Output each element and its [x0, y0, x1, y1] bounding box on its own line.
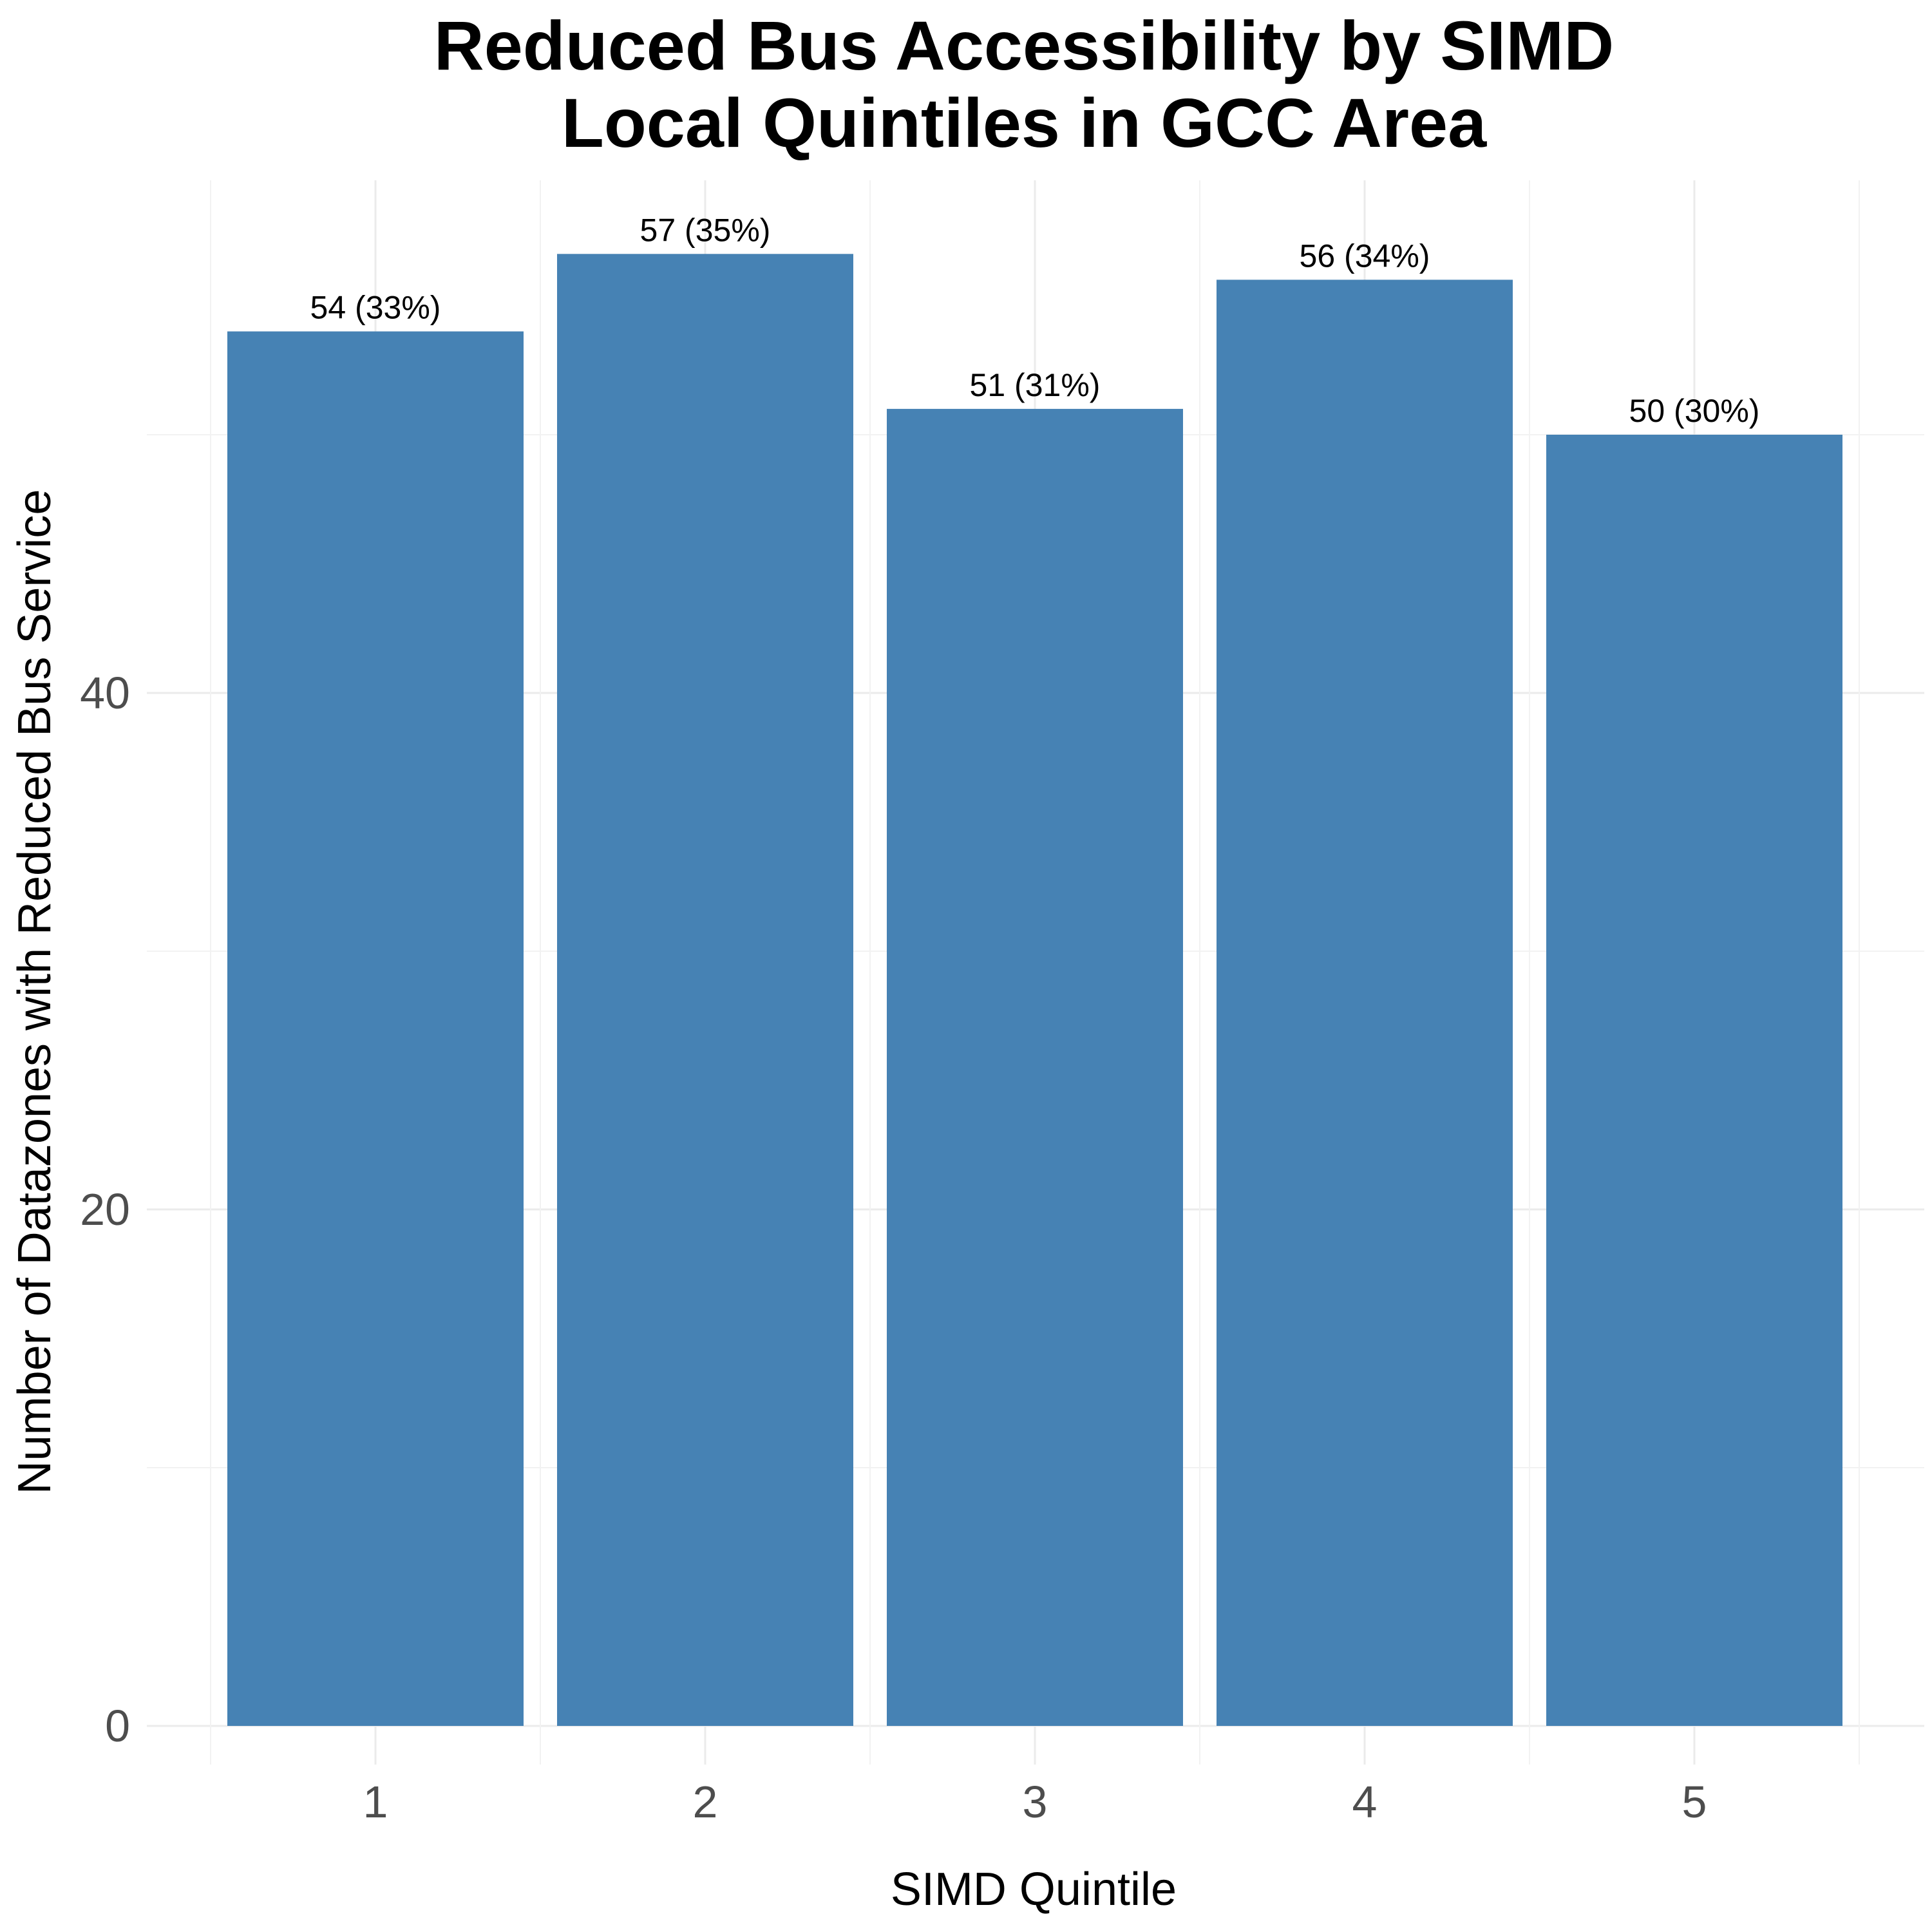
- bar-quintile-2: [557, 254, 853, 1726]
- bars: [227, 254, 1842, 1727]
- bar-value-label-1: 54 (33%): [310, 290, 441, 326]
- x-tick-label: 3: [1023, 1777, 1048, 1827]
- bar-labels: 54 (33%) 57 (35%) 51 (31%) 56 (34%) 50 (30%): [310, 212, 1760, 429]
- y-tick-label: 40: [80, 668, 130, 718]
- x-tick-label: 1: [363, 1777, 388, 1827]
- bar-value-label-4: 56 (34%): [1300, 238, 1430, 274]
- bar-quintile-5: [1546, 435, 1842, 1726]
- x-axis-title: SIMD Quintile: [891, 1864, 1177, 1915]
- bar-value-label-3: 51 (31%): [970, 367, 1101, 403]
- y-tick-label: 20: [80, 1184, 130, 1235]
- y-tick-label: 0: [105, 1701, 130, 1751]
- bar-quintile-3: [887, 408, 1183, 1726]
- y-axis-title: Number of Datazones with Reduced Bus Ser…: [9, 489, 61, 1495]
- y-axis-ticks: 0 20 40: [80, 668, 130, 1751]
- x-axis-ticks: 1 2 3 4 5: [363, 1777, 1707, 1827]
- x-tick-label: 4: [1352, 1777, 1378, 1827]
- bar-value-label-5: 50 (30%): [1629, 393, 1760, 429]
- chart-title-line-1: Reduced Bus Accessibility by SIMD: [434, 6, 1615, 84]
- bar-quintile-4: [1217, 279, 1513, 1727]
- x-tick-label: 2: [693, 1777, 718, 1827]
- chart-title-line-2: Local Quintiles in GCC Area: [562, 84, 1487, 162]
- x-tick-label: 5: [1682, 1777, 1707, 1827]
- bar-value-label-2: 57 (35%): [640, 212, 771, 248]
- bar-quintile-1: [227, 331, 524, 1726]
